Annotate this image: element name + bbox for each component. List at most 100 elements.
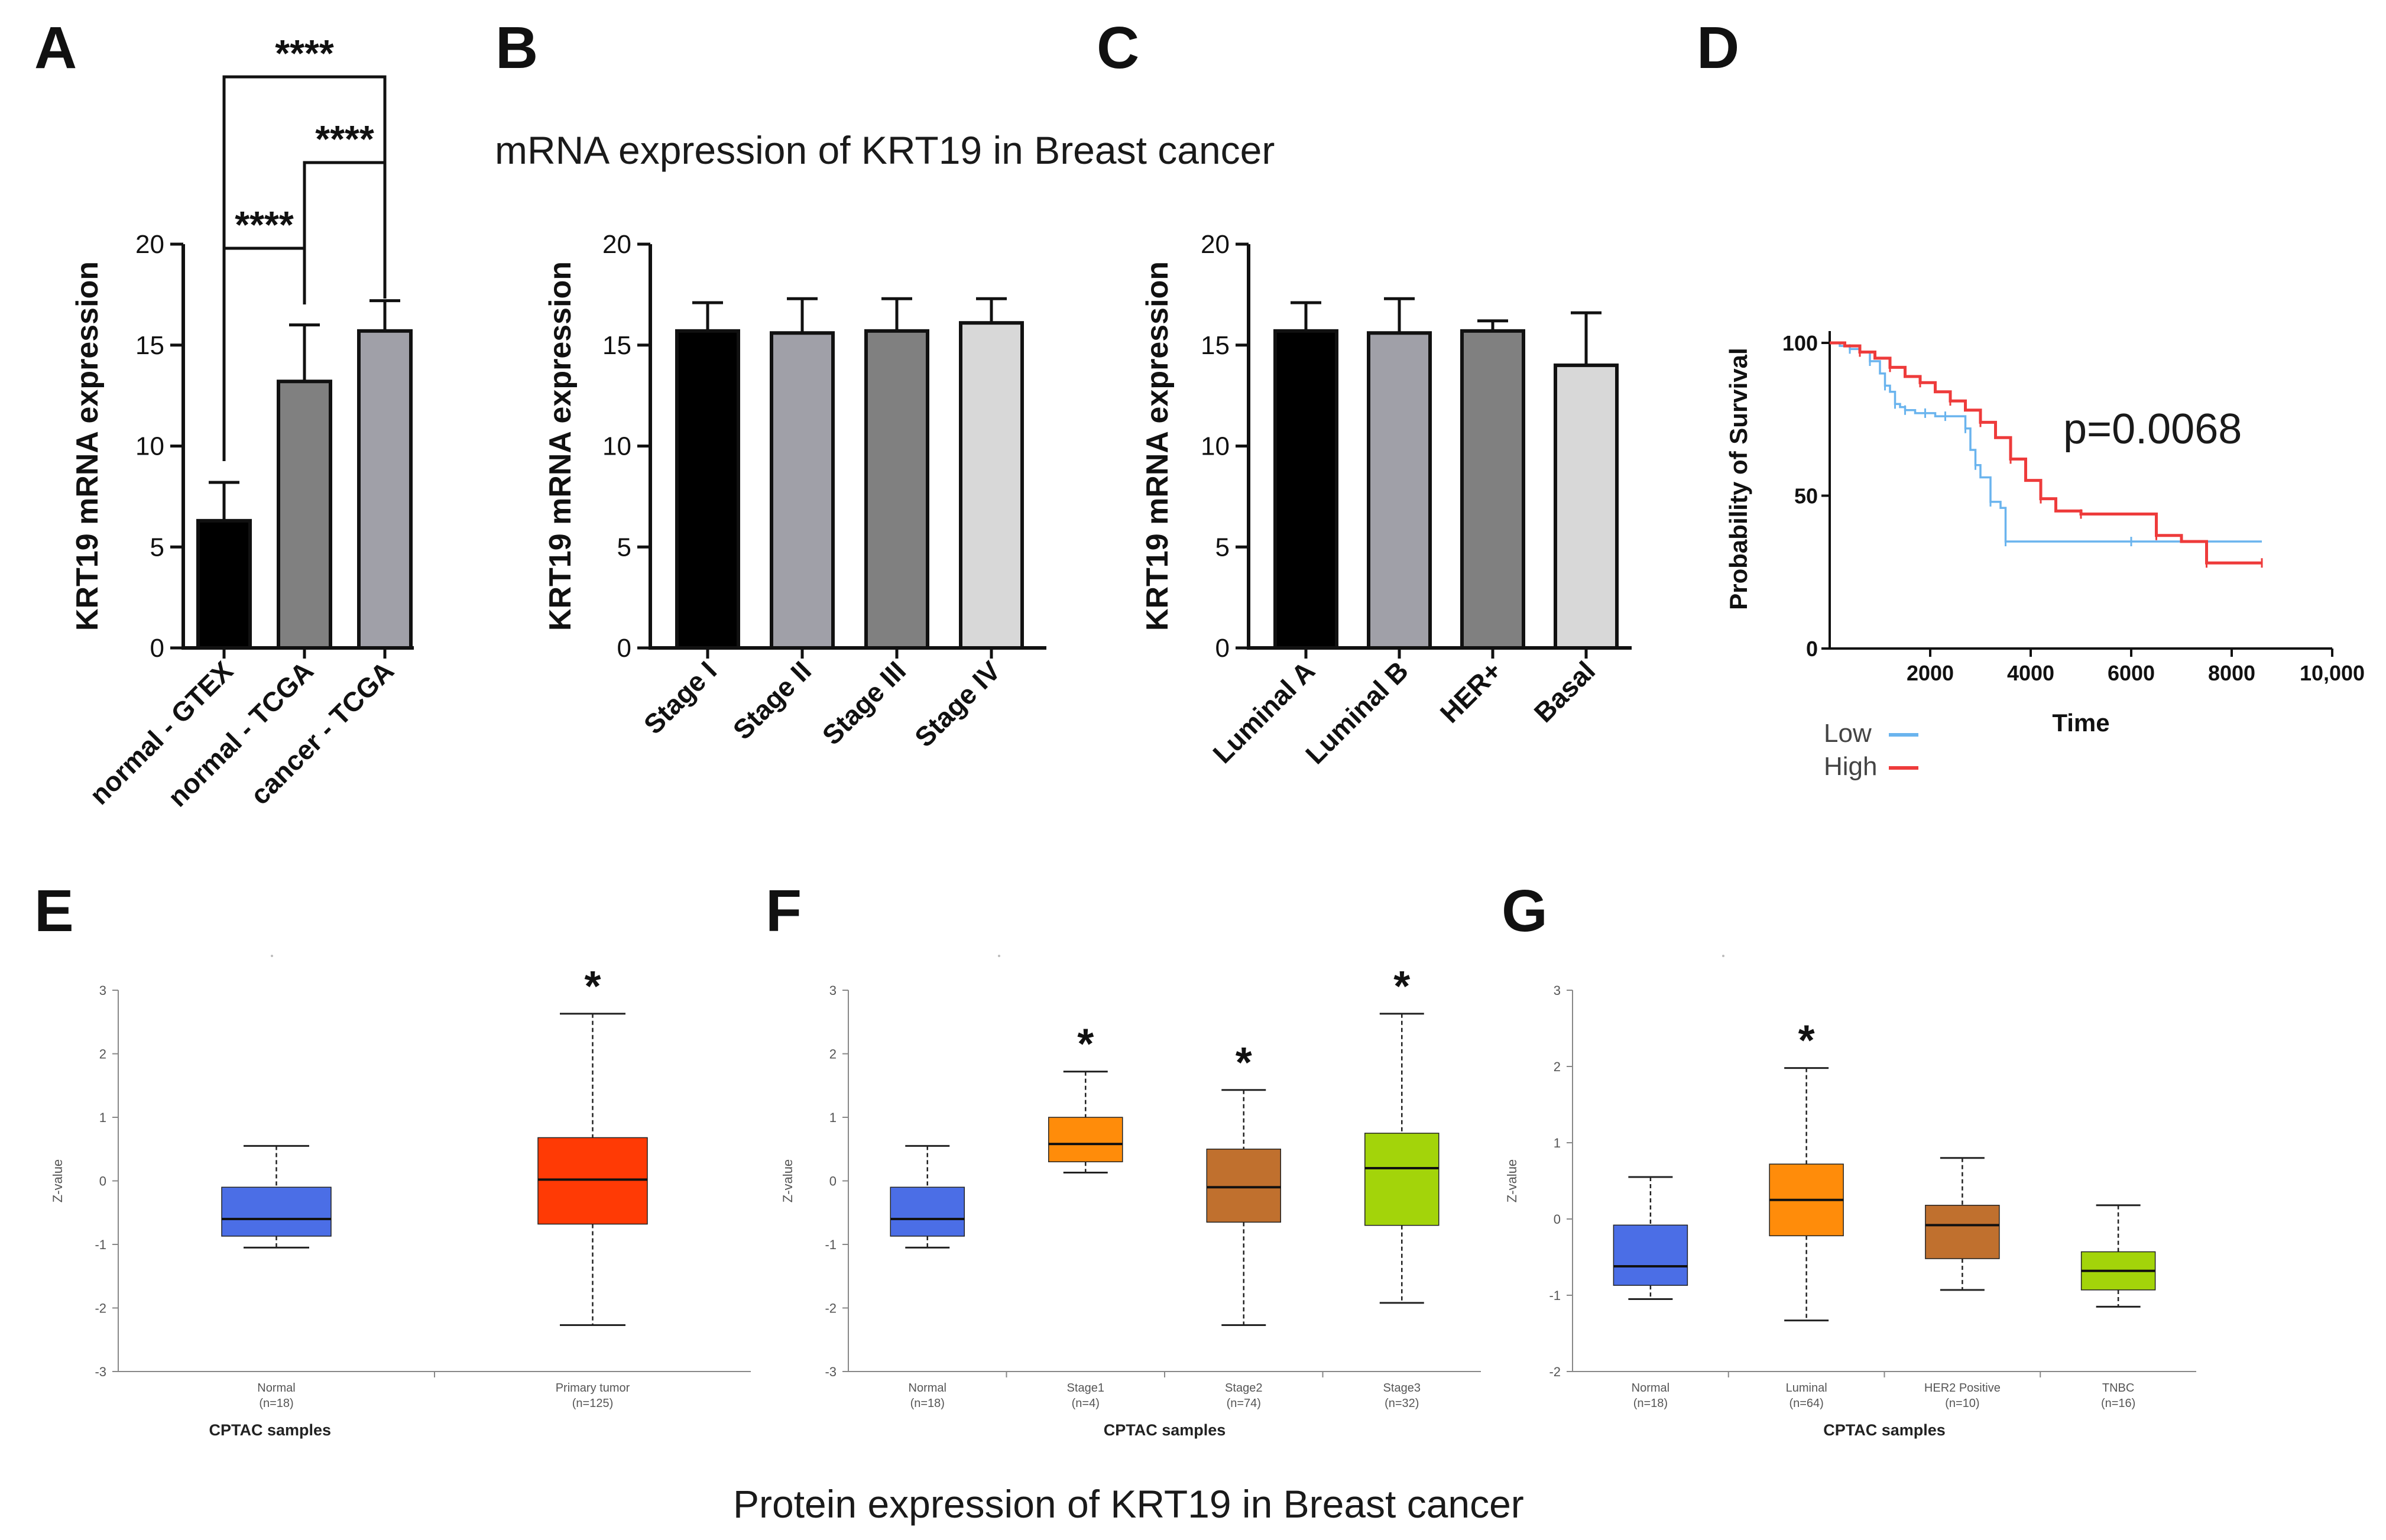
box	[1206, 1149, 1281, 1223]
panel-letter: C	[1097, 15, 1139, 81]
bar	[357, 329, 413, 650]
significance-bracket	[222, 75, 387, 405]
category-label: Primary tumor	[556, 1382, 630, 1395]
x-tick-label: 2000	[1907, 661, 1954, 685]
survival-curve-high	[1830, 341, 2262, 565]
sample-count: (n=74)	[1227, 1397, 1261, 1410]
survival-curve-low	[1830, 342, 2262, 543]
category-label: normal - GTEX	[83, 655, 239, 810]
box	[1364, 1133, 1440, 1226]
panel-f: F -3 -2 -1 0 1 2 3 Z-value Normal (n=18) * Stage1 (n=…	[766, 878, 1481, 1439]
bar	[675, 329, 740, 650]
category-label: Stage III	[816, 655, 912, 750]
sample-count: (n=16)	[2101, 1397, 2135, 1410]
y-tick-label: 100	[1782, 331, 1818, 355]
y-tick-label: 10	[1201, 432, 1230, 461]
legend-label: High	[1824, 752, 1878, 781]
significance-star: *	[1077, 1021, 1094, 1068]
significance-star: *	[1236, 1039, 1252, 1087]
significance-star: *	[1798, 1017, 1815, 1065]
mrna-heading: mRNA expression of KRT19 in Breast cance…	[495, 128, 1275, 172]
y-tick-label: 20	[135, 230, 164, 259]
y-axis-title: Z-value	[780, 1159, 795, 1202]
legend-label: Low	[1824, 719, 1872, 748]
category-label: HER2 Positive	[1924, 1382, 2001, 1395]
y-tick-label: 3	[1554, 983, 1561, 998]
y-axis-title: Z-value	[1505, 1159, 1519, 1202]
category-label: Stage3	[1383, 1382, 1421, 1395]
title-placeholder-dot	[271, 955, 273, 957]
y-tick-label: 10	[135, 432, 164, 461]
y-tick-label: 0	[99, 1174, 106, 1189]
sample-count: (n=18)	[1633, 1397, 1668, 1410]
x-axis-title: Time	[2052, 709, 2109, 737]
y-tick-label: 2	[1554, 1059, 1561, 1074]
y-tick-label: 50	[1794, 484, 1818, 508]
box	[1048, 1117, 1123, 1162]
y-tick-label: -1	[1549, 1288, 1561, 1303]
category-label: normal - TCGA	[162, 655, 319, 812]
bar	[196, 518, 252, 650]
sample-count: (n=125)	[572, 1397, 614, 1410]
significance-stars: ****	[235, 203, 294, 246]
y-tick-label: 5	[617, 533, 631, 562]
significance-star: *	[584, 963, 601, 1010]
y-tick-label: 3	[829, 983, 837, 998]
category-label: Stage IV	[909, 655, 1006, 753]
significance-stars: ****	[275, 32, 334, 74]
y-tick-label: 20	[1201, 230, 1230, 259]
bar	[864, 329, 929, 650]
category-label: Luminal	[1786, 1382, 1827, 1395]
panel-e: E -3 -2 -1 0 1 2 3 Z-value Normal (n=18) * Primary t…	[34, 878, 751, 1439]
bar	[1273, 329, 1338, 650]
y-tick-label: 15	[602, 331, 631, 360]
category-label: Luminal B	[1299, 655, 1414, 770]
panel-d: D 0 50 100 2000 4000 6000 8000 10,000 Time Probabi…	[1697, 15, 2365, 781]
box	[1925, 1205, 2000, 1259]
y-tick-label: 15	[1201, 331, 1230, 360]
x-tick-label: 8000	[2208, 661, 2255, 685]
category-label: Stage1	[1067, 1382, 1104, 1395]
y-axis-title: KRT19 mRNA expression	[543, 261, 578, 631]
bar	[277, 380, 332, 650]
y-axis-title: Z-value	[50, 1159, 65, 1202]
category-label: Stage I	[638, 655, 722, 740]
box	[1613, 1224, 1688, 1286]
y-tick-label: 5	[150, 533, 164, 562]
category-label: Normal	[257, 1382, 295, 1395]
panel-a: A 0 5 10 15 20 KRT19 mRNA expression normal - G…	[34, 15, 414, 813]
y-tick-label: 15	[135, 331, 164, 360]
y-axis-title: KRT19 mRNA expression	[70, 261, 105, 631]
y-tick-label: 0	[829, 1174, 837, 1189]
sample-count: (n=4)	[1072, 1397, 1100, 1410]
sample-count: (n=64)	[1789, 1397, 1823, 1410]
panel-letter: B	[495, 15, 538, 81]
category-label: Normal	[1632, 1382, 1669, 1395]
sample-count: (n=18)	[259, 1397, 293, 1410]
panel-letter: E	[34, 878, 74, 944]
box	[890, 1186, 965, 1237]
category-label: HER+	[1434, 655, 1508, 728]
y-tick-label: 0	[617, 634, 631, 663]
panel-letter: G	[1502, 878, 1548, 944]
protein-heading: Protein expression of KRT19 in Breast ca…	[733, 1482, 1524, 1526]
y-tick-label: 0	[1806, 637, 1818, 661]
y-tick-label: -3	[95, 1364, 106, 1379]
x-axis-title: CPTAC samples	[1104, 1421, 1226, 1439]
y-tick-label: 0	[150, 634, 164, 663]
title-placeholder-dot	[1722, 955, 1724, 957]
bar	[1460, 329, 1525, 650]
panel-letter: D	[1697, 15, 1739, 81]
bar	[959, 321, 1024, 650]
x-tick-label: 6000	[2108, 661, 2155, 685]
y-tick-label: 2	[99, 1047, 106, 1062]
category-label: Stage II	[727, 655, 817, 745]
x-tick-label: 4000	[2007, 661, 2054, 685]
box	[537, 1137, 648, 1225]
bar	[1367, 331, 1432, 650]
y-tick-label: 5	[1215, 533, 1230, 562]
bar	[1554, 363, 1619, 650]
x-axis-title: CPTAC samples	[1823, 1421, 1946, 1439]
